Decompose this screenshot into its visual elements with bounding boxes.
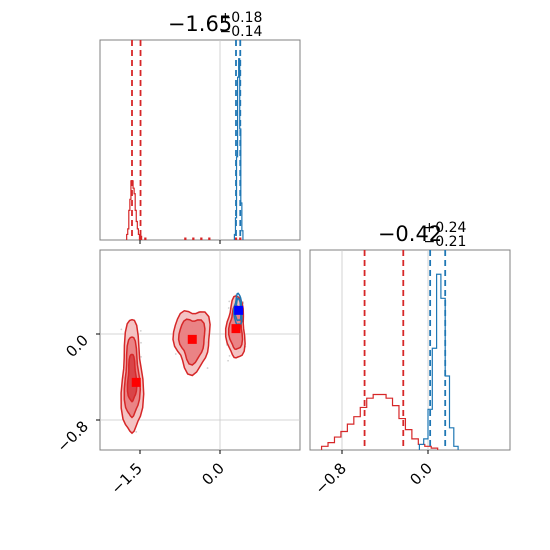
sample-point (227, 359, 229, 362)
param2-title-plus: +0.24 (424, 220, 467, 236)
panel-hist-param1: −1.65 +0.18 −0.14 (99, 10, 301, 244)
sample-point (228, 354, 231, 357)
sample-point (227, 307, 230, 309)
y-tick-label: −0.8 (54, 417, 92, 455)
sample-point (120, 328, 123, 331)
best-fit-marker-red (187, 334, 197, 344)
x-tick-label: 0.0 (406, 459, 436, 489)
sample-point (140, 341, 142, 344)
panel-frame (309, 249, 511, 451)
sample-point (206, 367, 209, 369)
y-tick-label: 0.0 (62, 331, 92, 361)
param1-title: −1.65 (168, 12, 232, 36)
x-tick-label: 0.0 (198, 459, 228, 489)
panel-hist-param2: −0.8 0.0 −0.42 +0.24 −0.21 (309, 220, 511, 498)
hist-series-red (320, 393, 439, 450)
best-fit-marker-red (231, 324, 241, 334)
param1-title-plus: +0.18 (220, 10, 263, 26)
panel-frame (99, 249, 301, 451)
best-fit-marker-red (131, 377, 141, 387)
x-tick-label: −0.8 (312, 459, 350, 497)
x-tick-label: −1.5 (108, 459, 146, 497)
param2-title: −0.42 (378, 222, 442, 246)
panel-2d-contour: −1.5 0.0 0.0 −0.8 (54, 249, 301, 498)
param1-title-minus: −0.14 (220, 24, 263, 40)
hist-series-red (126, 180, 242, 240)
best-fit-marker-blue (234, 305, 244, 315)
param2-title-minus: −0.21 (424, 234, 467, 250)
sample-point (174, 353, 177, 355)
sample-point (228, 300, 231, 303)
sample-point (135, 431, 138, 433)
panel-frame (99, 39, 301, 241)
sample-point (139, 329, 142, 332)
hist-series-blue (418, 273, 459, 450)
sample-point (140, 355, 142, 358)
